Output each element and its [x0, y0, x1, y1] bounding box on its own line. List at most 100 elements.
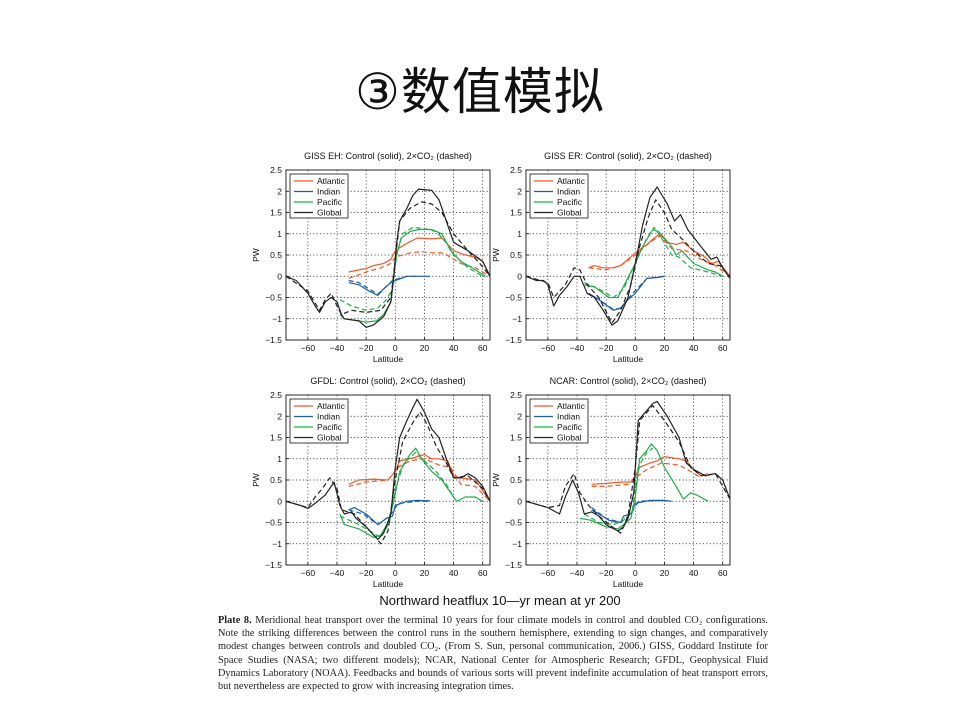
series-global-solid — [526, 400, 730, 532]
x-tick-label: 0 — [393, 343, 398, 353]
y-tick-label: 0 — [517, 271, 522, 281]
legend-label: Pacific — [317, 197, 343, 207]
x-tick-label: 0 — [393, 568, 398, 578]
series-atlantic-dashed — [591, 462, 702, 487]
chart-title: GISS ER: Control (solid), 2×CO₂ (dashed) — [544, 151, 712, 161]
legend-label: Global — [557, 433, 582, 443]
x-tick-label: −40 — [570, 568, 585, 578]
series-global-dashed — [286, 411, 490, 545]
legend-label: Indian — [557, 187, 580, 197]
x-tick-label: 0 — [633, 343, 638, 353]
chart-title: GISS EH: Control (solid), 2×CO₂ (dashed) — [304, 151, 472, 161]
series-pacific-dashed — [339, 226, 484, 311]
series-global-solid — [526, 186, 730, 326]
legend-label: Global — [557, 208, 582, 218]
series-global-solid — [286, 188, 490, 328]
figure-subtitle: Northward heatflux 10—yr mean at yr 200 — [379, 593, 621, 608]
series-pacific-solid — [339, 447, 484, 538]
series-global-dashed — [526, 405, 730, 534]
x-tick-label: 0 — [633, 568, 638, 578]
legend-label: Atlantic — [557, 401, 586, 411]
y-tick-label: 2 — [517, 186, 522, 196]
chart-panel: GISS ER: Control (solid), 2×CO₂ (dashed)… — [491, 151, 731, 364]
series-atlantic-solid — [348, 237, 490, 277]
y-tick-label: 0.5 — [270, 475, 282, 485]
x-tick-label: 20 — [660, 343, 670, 353]
y-tick-label: 0 — [277, 496, 282, 506]
series-atlantic-solid — [591, 456, 709, 485]
legend-label: Indian — [317, 412, 340, 422]
y-tick-label: 2.5 — [270, 165, 282, 175]
x-tick-label: −20 — [599, 568, 614, 578]
y-tick-label: 1.5 — [510, 433, 522, 443]
series-indian-dashed — [348, 275, 418, 295]
y-tick-label: −1.5 — [505, 335, 522, 345]
y-tick-label: −1.5 — [505, 560, 522, 570]
y-tick-label: −1.5 — [265, 560, 282, 570]
series-indian-dashed — [588, 275, 665, 310]
x-tick-label: −60 — [541, 343, 556, 353]
chart-panel: GFDL: Control (solid), 2×CO₂ (dashed) −60… — [251, 376, 491, 589]
series-global-dashed — [286, 201, 490, 316]
y-axis-label: PW — [251, 248, 261, 262]
y-tick-label: 2.5 — [510, 165, 522, 175]
x-tick-label: −40 — [330, 343, 345, 353]
legend-label: Indian — [557, 412, 580, 422]
y-tick-label: 1 — [517, 229, 522, 239]
series-pacific-dashed — [583, 447, 654, 526]
plot-frame — [525, 394, 731, 566]
x-tick-label: 20 — [420, 568, 430, 578]
y-tick-label: −0.5 — [265, 518, 282, 528]
x-axis-label: Latitude — [613, 579, 644, 589]
series-atlantic-solid — [348, 453, 490, 502]
legend-label: Global — [317, 208, 342, 218]
series-indian-dashed — [348, 500, 431, 526]
y-tick-label: −0.5 — [505, 293, 522, 303]
series-indian-solid — [348, 275, 431, 296]
x-axis-label: Latitude — [373, 579, 404, 589]
y-tick-label: 1 — [277, 454, 282, 464]
x-tick-label: 40 — [689, 343, 699, 353]
x-tick-label: 60 — [718, 568, 728, 578]
series-pacific-dashed — [584, 226, 723, 299]
y-tick-label: −1 — [272, 539, 282, 549]
x-tick-label: −60 — [301, 568, 316, 578]
y-tick-label: 1 — [517, 454, 522, 464]
series-pacific-solid — [584, 228, 724, 299]
series-atlantic-solid — [588, 233, 730, 277]
slide-title: ③数值模拟 — [355, 63, 605, 121]
y-tick-label: 1.5 — [510, 208, 522, 218]
y-tick-label: 0.5 — [270, 250, 282, 260]
y-tick-label: −1 — [272, 314, 282, 324]
x-tick-label: 40 — [449, 568, 459, 578]
y-tick-label: 1.5 — [270, 433, 282, 443]
x-tick-label: 20 — [660, 568, 670, 578]
legend-label: Pacific — [557, 197, 583, 207]
legend-label: Pacific — [557, 422, 583, 432]
x-tick-label: −20 — [359, 568, 374, 578]
y-tick-label: −1.5 — [265, 335, 282, 345]
x-axis-label: Latitude — [373, 354, 404, 364]
y-axis-label: PW — [491, 248, 501, 262]
y-tick-label: 2 — [277, 186, 282, 196]
chart-title: GFDL: Control (solid), 2×CO₂ (dashed) — [310, 376, 465, 386]
chart-panel: GISS EH: Control (solid), 2×CO₂ (dashed)… — [251, 151, 491, 364]
x-tick-label: 60 — [478, 343, 488, 353]
plot-frame — [285, 169, 491, 341]
y-tick-label: 0.5 — [510, 250, 522, 260]
x-tick-label: −60 — [301, 343, 316, 353]
series-atlantic-dashed — [348, 458, 490, 502]
figure-caption: Plate 8. Meridional heat transport over … — [218, 614, 768, 693]
y-tick-label: −0.5 — [505, 518, 522, 528]
legend-label: Global — [317, 433, 342, 443]
x-axis-label: Latitude — [613, 354, 644, 364]
x-tick-label: 20 — [420, 343, 430, 353]
legend-label: Pacific — [317, 422, 343, 432]
y-axis-label: PW — [251, 473, 261, 487]
y-tick-label: 1.5 — [270, 208, 282, 218]
x-tick-label: 40 — [689, 568, 699, 578]
x-tick-label: −20 — [599, 343, 614, 353]
